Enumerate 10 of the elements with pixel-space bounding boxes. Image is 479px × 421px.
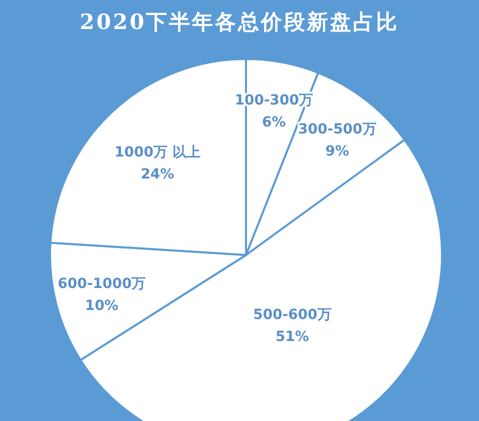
data-label: 51% <box>276 329 310 346</box>
slice-label: 1000万 以上 <box>114 144 200 161</box>
data-label: 24% <box>140 166 174 183</box>
slice-label: 300-500万 <box>298 121 376 138</box>
slice-label: 600-1000万 <box>58 276 146 292</box>
chart-title: 2020下半年各总价段新盘占比 <box>78 8 400 36</box>
data-label: 10% <box>84 298 118 314</box>
slice-label: 500-600万 <box>253 307 332 324</box>
data-label: 9% <box>325 143 350 160</box>
data-label: 6% <box>262 114 286 131</box>
